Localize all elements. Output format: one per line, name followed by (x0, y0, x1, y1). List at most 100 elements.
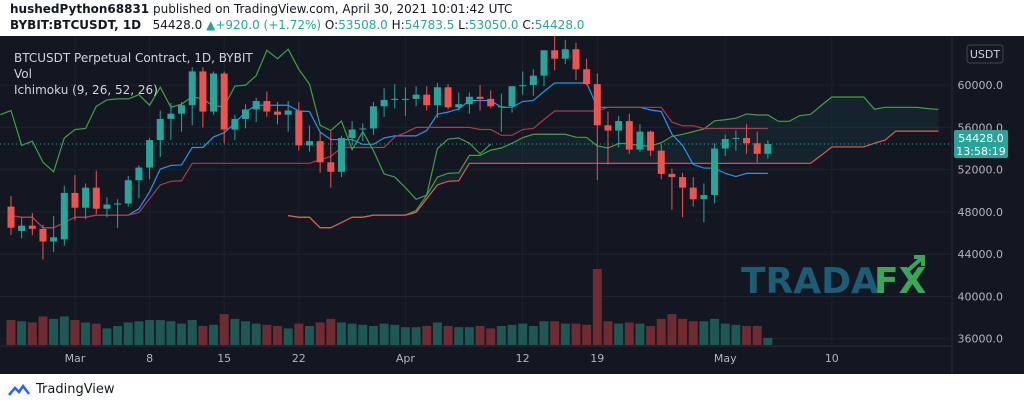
candle-body (231, 118, 239, 130)
volume-bar (742, 326, 752, 345)
candle-body (263, 100, 271, 112)
candle-body (305, 141, 313, 146)
candle-body (743, 137, 751, 144)
publish-info: published on TradingView.com, April 30, … (152, 2, 513, 16)
volume-bar (528, 326, 538, 345)
volume-bar (763, 337, 773, 345)
volume-bar (59, 316, 69, 345)
volume-bar (571, 323, 581, 345)
candle-body (444, 87, 452, 108)
volume-bar (443, 326, 453, 345)
candle-body (476, 96, 484, 99)
volume-bar (38, 316, 48, 345)
volume-bar (347, 323, 357, 345)
volume-bar (230, 318, 240, 345)
candle-body (711, 148, 719, 196)
low-value: 53050.0 (468, 18, 519, 32)
y-tick-label: 60000.0 (958, 79, 1004, 92)
volume-bar (70, 320, 80, 345)
candle-body (764, 144, 772, 154)
volume-bar (315, 322, 325, 345)
candle-body (636, 131, 644, 150)
candle-body (146, 140, 154, 168)
last-price-tag: 54428.0 13:58:19 (954, 130, 1008, 158)
volume-bar (646, 326, 656, 345)
candle-body (465, 96, 473, 105)
volume-bar (656, 318, 666, 345)
candle-body (508, 86, 516, 107)
open-value: 53508.0 (338, 18, 388, 32)
symbol-label: BYBIT:BTCUSDT, 1D (10, 18, 142, 32)
volume-bar (667, 314, 677, 345)
publish-line: hushedPython68831 published on TradingVi… (10, 2, 512, 16)
candle-body (71, 192, 79, 208)
volume-bar (464, 327, 474, 345)
candle-body (433, 87, 441, 106)
candle-body (753, 143, 761, 154)
legend-ichimoku[interactable]: Ichimoku (9, 26, 52, 26) (14, 83, 158, 97)
candle-body (540, 50, 548, 76)
ichimoku-cloud (288, 97, 939, 228)
candle-body (679, 177, 687, 188)
currency-label: USDT (970, 48, 1001, 61)
price-chart[interactable]: Mar 8 15 22 Apr 12 19 May 10 36000.0 40000.0 44000… (0, 36, 1024, 374)
candle-body (82, 187, 90, 208)
candle-body (380, 99, 388, 107)
candle-body (92, 187, 100, 209)
x-tick-label: 15 (217, 352, 231, 365)
candle-body (359, 128, 367, 130)
close-label: C: (522, 18, 535, 32)
candle-body (348, 129, 356, 138)
candle-body (412, 94, 420, 99)
tradingview-logo[interactable]: TradingView (8, 382, 115, 397)
volume-bar (710, 318, 720, 345)
candle-body (188, 71, 196, 106)
up-arrow-icon: ▲ (206, 18, 216, 32)
change-value: +920.0 (+1.72%) (215, 18, 322, 32)
x-tick-label: Apr (396, 352, 416, 365)
candle-body (178, 105, 186, 114)
candle-body (50, 237, 58, 242)
volume-bar (294, 323, 304, 345)
author-name[interactable]: hushedPython68831 (10, 2, 150, 16)
volume-bar (49, 318, 59, 345)
currency-box[interactable]: USDT (966, 44, 1004, 64)
candle-body (337, 137, 345, 172)
volume-bar (550, 321, 560, 345)
volume-bar (251, 323, 261, 345)
y-tick-label: 52000.0 (958, 164, 1004, 177)
candle-body (156, 118, 164, 141)
volume-bar (432, 322, 442, 345)
y-tick-label: 48000.0 (958, 206, 1004, 219)
candle-body (284, 110, 292, 115)
candle-body (487, 98, 495, 107)
volume-bar (678, 318, 688, 345)
candle-body (391, 98, 399, 100)
last-price: 54428.0 (152, 18, 203, 32)
trend-arrow-icon (904, 255, 925, 274)
senkou-span-b-line (288, 130, 939, 229)
candle-body (615, 121, 623, 131)
candle-body (689, 187, 697, 200)
volume-bar (358, 324, 368, 345)
volume-bar (486, 328, 496, 345)
candle-body (529, 75, 537, 86)
volume-bar (368, 326, 378, 345)
volume-bar (155, 320, 165, 345)
candle-body (103, 204, 111, 209)
volume-bar (187, 320, 197, 345)
y-tick-label: 40000.0 (958, 290, 1004, 303)
volume-bar (592, 269, 602, 345)
candle-body (732, 137, 740, 140)
candle-body (519, 85, 527, 87)
volume-bar (304, 326, 314, 345)
high-value: 54783.5 (404, 18, 455, 32)
volume-bar (134, 321, 144, 345)
candle-body (721, 139, 729, 149)
candle-body (327, 162, 335, 172)
volume-bar (123, 322, 133, 345)
volume-bar (102, 328, 112, 345)
footer-bar: TradingView (0, 374, 1024, 407)
legend-vol[interactable]: Vol (14, 67, 32, 81)
candle-body (114, 203, 122, 205)
